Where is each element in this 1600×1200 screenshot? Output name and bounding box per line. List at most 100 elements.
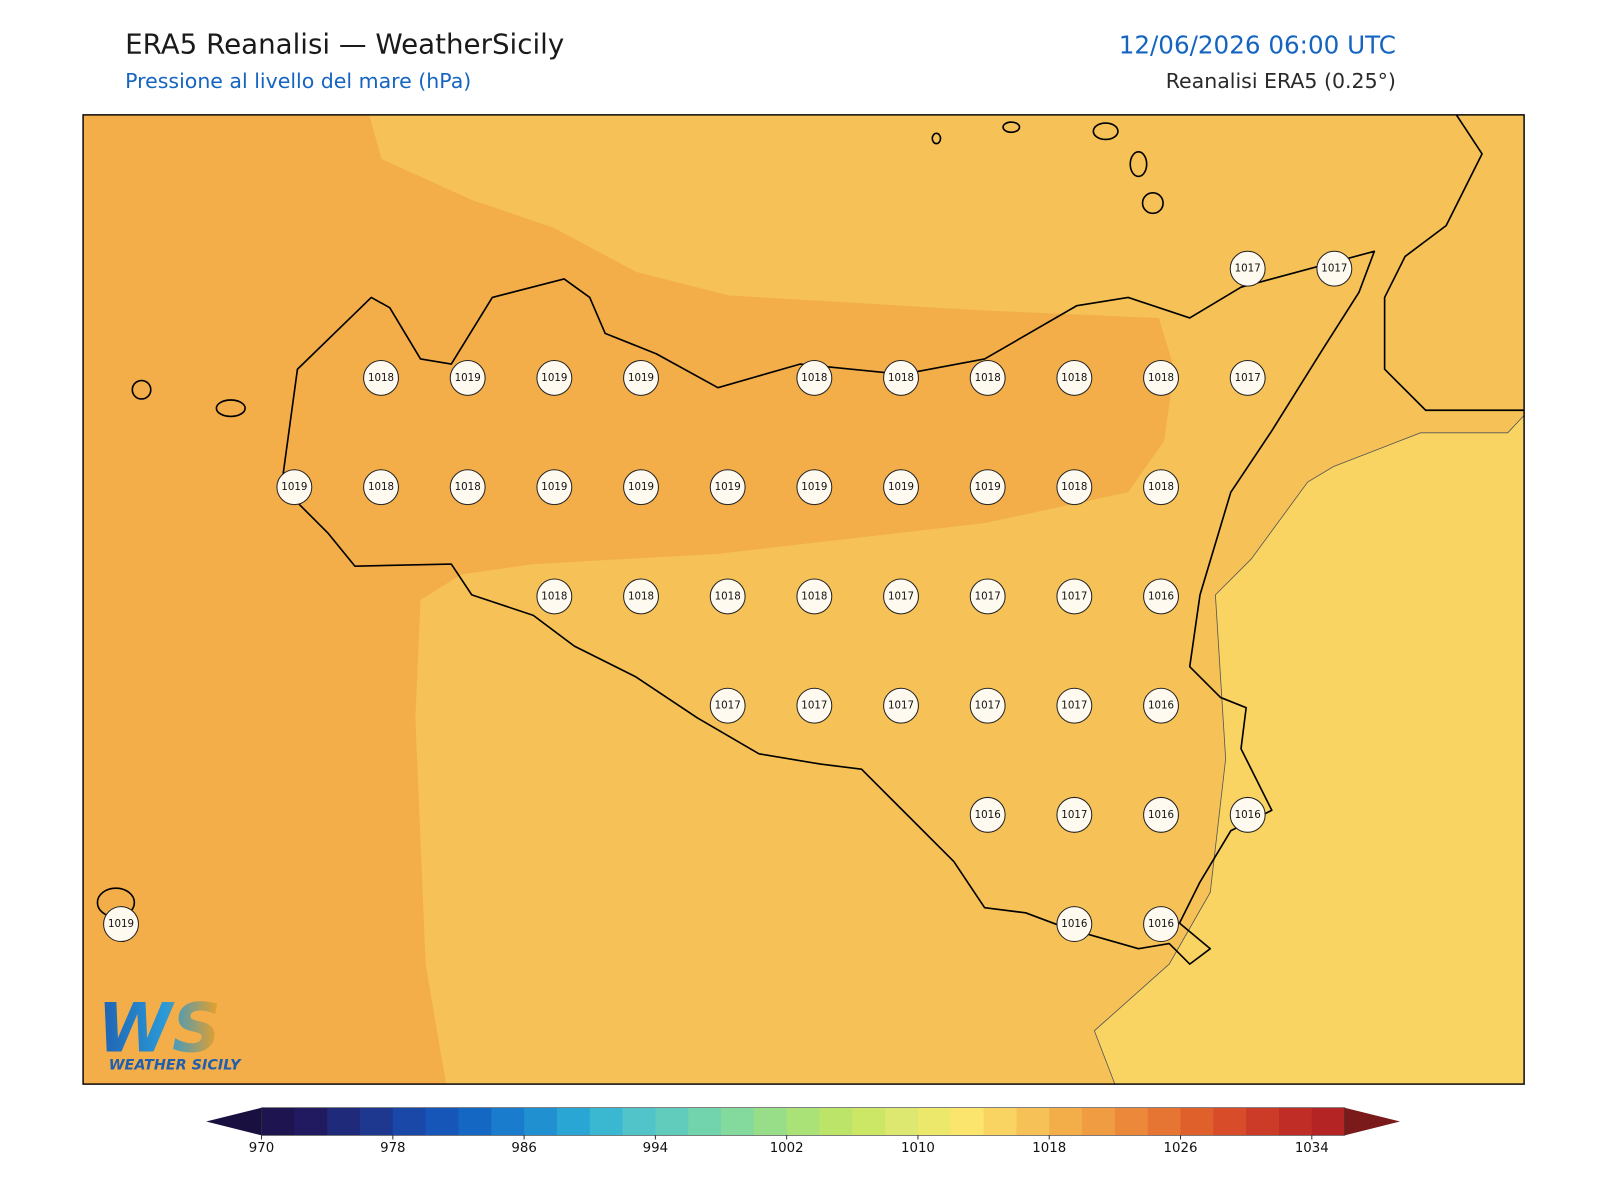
pressure-label: 1017 bbox=[1321, 263, 1347, 275]
label-marker bbox=[883, 469, 919, 506]
islands bbox=[96, 121, 1164, 918]
colorbar-bin bbox=[1147, 1107, 1182, 1136]
pressure-label: 1019 bbox=[108, 918, 134, 930]
colorbar-bin bbox=[524, 1107, 558, 1136]
label-marker bbox=[969, 359, 1006, 396]
colorbar-tick-label: 1026 bbox=[1164, 1141, 1198, 1156]
colorbar-tick-label: 986 bbox=[511, 1141, 536, 1156]
pressure-label: 1016 bbox=[1148, 809, 1174, 821]
pressure-label: 1016 bbox=[1235, 809, 1261, 821]
pressure-label: 1017 bbox=[975, 590, 1001, 602]
label-marker bbox=[796, 469, 833, 506]
colorbar-bin bbox=[392, 1107, 427, 1136]
logo-mark: WS bbox=[97, 988, 220, 1067]
pressure-label: 1019 bbox=[715, 481, 741, 493]
label-marker bbox=[1056, 687, 1093, 724]
label-marker bbox=[623, 578, 659, 615]
pressure-label: 1018 bbox=[1061, 372, 1087, 384]
pressure-label: 1018 bbox=[1148, 481, 1174, 493]
label-marker bbox=[536, 578, 573, 615]
colorbar-bin bbox=[589, 1107, 624, 1136]
logo-name: WEATHER SICILY bbox=[109, 1058, 242, 1074]
subtitle: Pressione al livello del mare (hPa) bbox=[125, 69, 471, 93]
pressure-label: 1019 bbox=[628, 372, 654, 384]
label-marker bbox=[969, 796, 1006, 833]
colorbar-bin bbox=[655, 1107, 689, 1136]
colorbar-bin bbox=[1049, 1107, 1083, 1136]
pressure-labels: 1017 1017 1018 1019 1019 1019 1018 1018 1018 1018… bbox=[103, 250, 1353, 943]
pressure-label: 1017 bbox=[1061, 590, 1087, 602]
colorbar-extend-high bbox=[1344, 1107, 1400, 1136]
label-marker bbox=[709, 578, 746, 615]
pressure-label: 1018 bbox=[368, 481, 394, 493]
label-marker bbox=[363, 469, 399, 506]
label-marker bbox=[883, 687, 919, 724]
colorbar-bin bbox=[1016, 1107, 1050, 1136]
pressure-label: 1018 bbox=[1148, 372, 1174, 384]
colorbar-bin bbox=[491, 1107, 525, 1136]
colorbar-bin bbox=[1180, 1107, 1214, 1136]
pressure-field bbox=[83, 114, 1525, 1085]
label-marker bbox=[103, 906, 139, 943]
field-1014 bbox=[1093, 414, 1525, 1085]
colorbar-tick-label: 1002 bbox=[770, 1141, 804, 1156]
pressure-label: 1016 bbox=[1148, 918, 1174, 930]
label-marker bbox=[883, 578, 919, 615]
colorbar-bin bbox=[556, 1107, 591, 1136]
colorbar-bin bbox=[1213, 1107, 1247, 1136]
colorbar-bin bbox=[1114, 1107, 1149, 1136]
label-marker bbox=[969, 469, 1006, 506]
label-marker bbox=[1056, 578, 1093, 615]
pressure-label: 1018 bbox=[801, 590, 827, 602]
pressure-label: 1018 bbox=[1061, 481, 1087, 493]
source: Reanalisi ERA5 (0.25°) bbox=[1166, 69, 1396, 93]
label-marker bbox=[449, 359, 486, 396]
sicily-coast bbox=[281, 250, 1376, 965]
label-marker bbox=[796, 359, 833, 396]
pressure-label: 1019 bbox=[455, 372, 481, 384]
colorbar-tick-label: 994 bbox=[643, 1141, 668, 1156]
label-marker bbox=[1143, 687, 1179, 724]
colorbar: 970 978 986 994 1002 1010 1018 1026 1034 bbox=[206, 1107, 1400, 1156]
field-1018 bbox=[83, 114, 1175, 1085]
pressure-label: 1017 bbox=[1061, 809, 1087, 821]
label-marker bbox=[1229, 796, 1266, 833]
colorbar-bin bbox=[819, 1107, 853, 1136]
colorbar-bin bbox=[622, 1107, 656, 1136]
pressure-label: 1019 bbox=[541, 372, 567, 384]
pressure-label: 1018 bbox=[628, 590, 654, 602]
label-marker bbox=[623, 359, 659, 396]
colorbar-bin bbox=[688, 1107, 722, 1136]
label-marker bbox=[1143, 578, 1179, 615]
label-marker bbox=[796, 687, 833, 724]
pressure-label: 1019 bbox=[541, 481, 567, 493]
label-marker bbox=[623, 469, 659, 506]
pressure-label: 1018 bbox=[888, 372, 914, 384]
label-marker bbox=[1143, 796, 1179, 833]
label-marker bbox=[1229, 250, 1266, 287]
label-marker bbox=[709, 687, 746, 724]
colorbar-bin bbox=[950, 1107, 985, 1136]
map-frame bbox=[82, 114, 1525, 1085]
pressure-label: 1017 bbox=[801, 700, 827, 712]
label-marker bbox=[1143, 469, 1179, 506]
label-marker bbox=[276, 469, 313, 506]
pressure-label: 1017 bbox=[888, 700, 914, 712]
pressure-label: 1017 bbox=[975, 700, 1001, 712]
pressure-label: 1019 bbox=[801, 481, 827, 493]
pressure-label: 1016 bbox=[975, 809, 1001, 821]
pressure-label: 1016 bbox=[1148, 590, 1174, 602]
label-marker bbox=[709, 469, 746, 506]
colorbar-bin bbox=[294, 1107, 328, 1136]
colorbar-bin bbox=[1311, 1107, 1346, 1136]
colorbar-bin bbox=[852, 1107, 886, 1136]
pressure-label: 1017 bbox=[715, 700, 741, 712]
title: ERA5 Reanalisi — WeatherSicily bbox=[125, 27, 564, 60]
pressure-label: 1019 bbox=[975, 481, 1001, 493]
label-marker bbox=[1143, 906, 1179, 943]
pressure-label: 1017 bbox=[1235, 372, 1261, 384]
pressure-label: 1018 bbox=[541, 590, 567, 602]
label-marker bbox=[796, 578, 833, 615]
colorbar-tick-label: 970 bbox=[249, 1141, 274, 1156]
